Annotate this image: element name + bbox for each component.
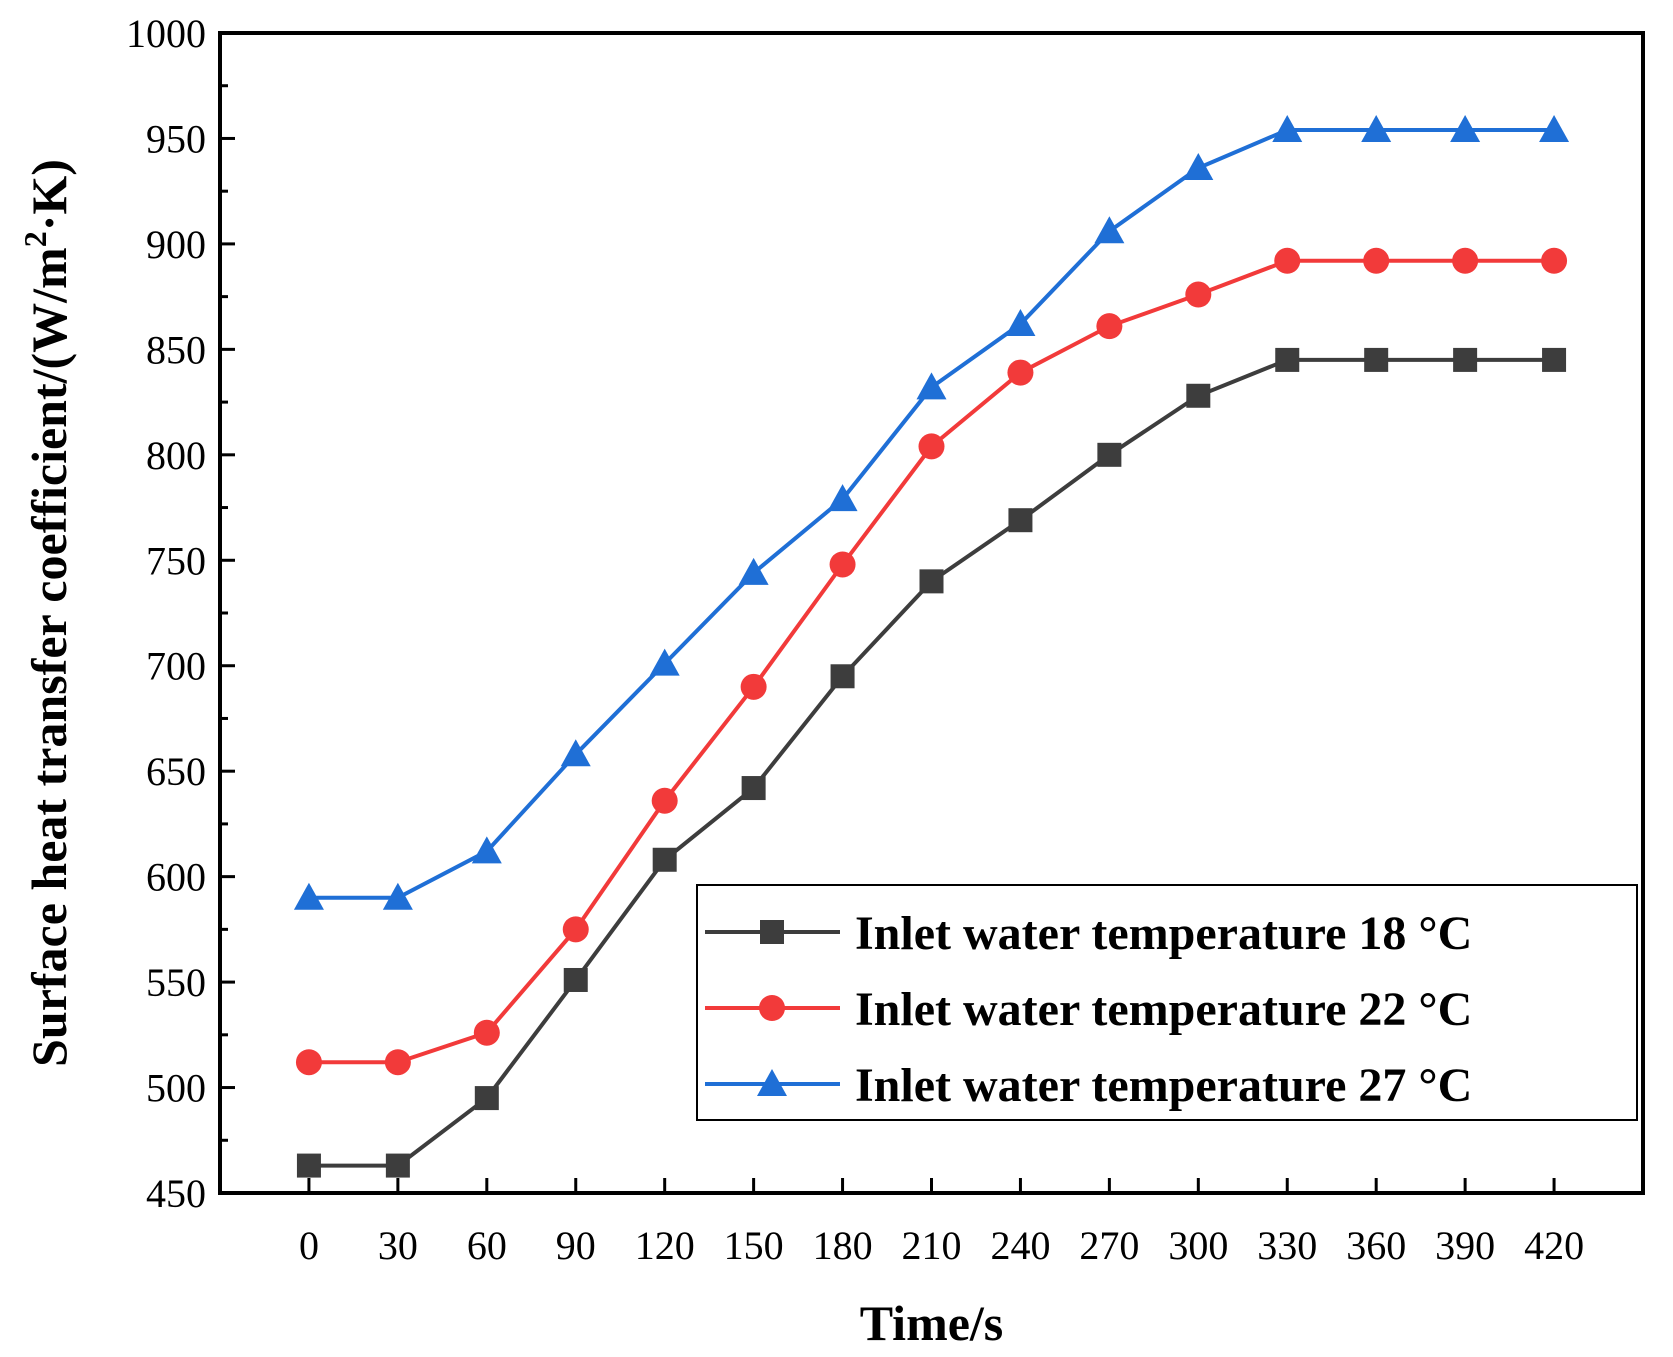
x-tick-label: 300 [1168, 1223, 1228, 1268]
y-axis-title-main: Surface heat transfer coefficient/(W/m [21, 247, 77, 1067]
series-1-point [919, 569, 944, 594]
x-tick-label: 30 [378, 1223, 418, 1268]
series-1-point [741, 776, 766, 801]
series-2-point [1274, 247, 1301, 274]
series-2-point [918, 433, 945, 460]
series-2-point [1363, 247, 1390, 274]
y-tick-label: 650 [146, 749, 206, 794]
series-layer [293, 115, 1570, 1178]
x-tick-label: 180 [813, 1223, 873, 1268]
series-3-point [1450, 115, 1481, 143]
series-3-point [1539, 115, 1570, 143]
series-1-point [1097, 442, 1122, 467]
series-1-point [474, 1086, 499, 1111]
series-1-point [1542, 347, 1567, 372]
series-3-point [1005, 309, 1036, 337]
y-tick-label: 800 [146, 433, 206, 478]
y-tick-label: 450 [146, 1171, 206, 1216]
series-2-point [1096, 313, 1123, 340]
y-tick-label: 850 [146, 327, 206, 372]
series-2-point [384, 1049, 411, 1076]
legend-box [696, 884, 1638, 1121]
axes: 450 500 550 600 650 700 750 800 850 900 950 1000 0 30… [17, 11, 1645, 1351]
y-axis-title-tail: ·K) [21, 159, 77, 231]
series-1-point [1275, 347, 1300, 372]
y-tick-label: 750 [146, 538, 206, 583]
series-1-point [652, 847, 677, 872]
series-2-point [829, 551, 856, 578]
x-tick-label: 210 [902, 1223, 962, 1268]
series-2-point [562, 916, 589, 943]
series-3-point [471, 836, 502, 864]
series-1-point [1453, 347, 1478, 372]
series-3-point [1361, 115, 1392, 143]
series-1-point [830, 664, 855, 689]
y-tick-label: 900 [146, 222, 206, 267]
series-3-point [382, 882, 413, 910]
series-3-line [308, 128, 1555, 900]
legend-item-1: Inlet water temperature 18 °C [705, 907, 1472, 960]
series-3-point [1183, 152, 1214, 180]
series-1-point [296, 1153, 321, 1178]
x-axis-title: Time/s [860, 1295, 1004, 1351]
legend-label: Inlet water temperature 18 °C [855, 907, 1472, 960]
series-2-point [1452, 247, 1479, 274]
series-2-point [1007, 359, 1034, 386]
legend-item-3: Inlet water temperature 27 °C [705, 1059, 1472, 1112]
legend-swatch-marker [757, 1069, 787, 1096]
series-3-point [560, 739, 591, 767]
series-3-point [827, 484, 858, 512]
x-tick-label: 120 [635, 1223, 695, 1268]
x-tick-label: 390 [1435, 1223, 1495, 1268]
series-3-point [738, 557, 769, 585]
x-tick-label: 240 [990, 1223, 1050, 1268]
y-axis-title-superscript: 2 [17, 231, 53, 247]
series-2 [295, 247, 1568, 1076]
legend-item-2: Inlet water temperature 22 °C [705, 983, 1472, 1036]
y-tick-label: 550 [146, 960, 206, 1005]
series-1-point [1186, 383, 1211, 408]
x-tick-label: 360 [1346, 1223, 1406, 1268]
x-tick-label: 330 [1257, 1223, 1317, 1268]
series-3-point [1094, 216, 1125, 244]
x-tick-label: 0 [299, 1223, 319, 1268]
series-2-point [473, 1019, 500, 1046]
series-3-point [1272, 115, 1303, 143]
series-3 [293, 115, 1570, 910]
legend: Inlet water temperature 18 °C Inlet water… [696, 884, 1638, 1121]
series-3-point [293, 882, 324, 910]
series-2-point [740, 673, 767, 700]
y-tick-label: 500 [146, 1066, 206, 1111]
series-1-point [563, 967, 588, 992]
x-tick-label: 420 [1524, 1223, 1584, 1268]
series-3-point [916, 372, 947, 400]
series-2-point [651, 787, 678, 814]
y-tick-label: 700 [146, 644, 206, 689]
series-2-point [1185, 281, 1212, 308]
y-tick-label: 1000 [126, 11, 206, 56]
series-1-point [1008, 508, 1033, 533]
legend-label: Inlet water temperature 27 °C [855, 1059, 1472, 1112]
series-1 [296, 347, 1567, 1178]
series-2-point [1541, 247, 1568, 274]
series-2-point [295, 1049, 322, 1076]
x-tick-label: 150 [724, 1223, 784, 1268]
legend-label: Inlet water temperature 22 °C [855, 983, 1472, 1036]
x-tick-label: 90 [556, 1223, 596, 1268]
y-axis-title: Surface heat transfer coefficient/(W/m2·… [17, 159, 77, 1067]
legend-swatch-marker [759, 995, 785, 1021]
series-1-point [385, 1153, 410, 1178]
y-tick-label: 600 [146, 855, 206, 900]
x-tick-label: 270 [1079, 1223, 1139, 1268]
x-tick-label: 60 [467, 1223, 507, 1268]
legend-swatch-marker [760, 920, 784, 944]
series-3-point [649, 648, 680, 676]
series-1-point [1364, 347, 1389, 372]
y-tick-label: 950 [146, 116, 206, 161]
